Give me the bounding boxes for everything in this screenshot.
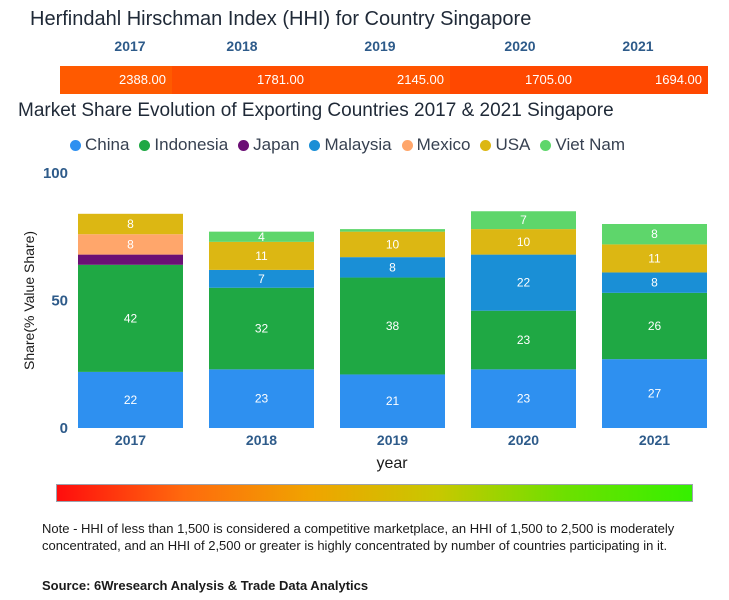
legend-label: Mexico: [416, 135, 471, 154]
bar-segment: [471, 211, 576, 230]
bar-segment: [209, 231, 314, 242]
bar-segment: [602, 272, 707, 293]
bar-segment: [602, 244, 707, 273]
hhi-cell: 1781.00: [172, 66, 310, 94]
bar-segment: [340, 257, 445, 278]
data-label: 8: [651, 276, 658, 290]
data-label: 21: [386, 394, 400, 408]
bar-segment: [340, 231, 445, 258]
x-tick-label: 2019: [377, 432, 408, 448]
hhi-cell: 2145.00: [310, 66, 450, 94]
bar-segment: [340, 229, 445, 232]
hhi-cell: 1705.00: [450, 66, 578, 94]
data-label: 38: [386, 319, 400, 333]
data-label: 10: [386, 237, 400, 251]
data-label: 22: [517, 276, 531, 290]
hhi-bar: 2388.00 1781.00 2145.00 1705.00 1694.00: [60, 66, 708, 94]
y-tick-label: 0: [60, 420, 68, 437]
hhi-year-label: 2017: [114, 38, 146, 54]
legend-item: Viet Nam: [540, 135, 625, 155]
legend-label: Viet Nam: [555, 135, 626, 154]
legend-item: Malaysia: [309, 135, 392, 155]
data-label: 4: [258, 230, 265, 244]
legend-item: China: [70, 135, 129, 155]
data-label: 8: [127, 237, 134, 251]
footnote: Note - HHI of less than 1,500 is conside…: [42, 521, 675, 553]
legend-label: USA: [495, 135, 531, 154]
bar-segment: [340, 277, 445, 375]
bar-segment: [471, 254, 576, 311]
bar-segment: [78, 254, 183, 265]
legend-item: Japan: [238, 135, 299, 155]
hhi-title: Herfindahl Hirschman Index (HHI) for Cou…: [30, 8, 532, 30]
legend-label: China: [85, 135, 130, 154]
hhi-gradient-scale: [56, 484, 693, 502]
legend-marker-icon: [70, 139, 81, 151]
bar-segment: [471, 310, 576, 370]
bar-segment: [78, 264, 183, 372]
bar-segment: [78, 371, 183, 428]
legend-marker-icon: [139, 139, 151, 151]
hhi-year-label: 2019: [364, 38, 396, 54]
data-label: 11: [255, 249, 268, 263]
data-label: 23: [517, 333, 531, 347]
data-label: 23: [255, 392, 269, 406]
bar-segment: [602, 224, 707, 245]
bar-segment: [602, 359, 707, 428]
hhi-cell: 1694.00: [578, 66, 708, 94]
chart-legend: China Indonesia Japan Malaysia Mexico US…: [70, 133, 635, 157]
y-tick-label: 50: [51, 293, 68, 310]
legend-item: Indonesia: [139, 135, 228, 155]
legend-label: Malaysia: [324, 135, 392, 154]
data-label: 11: [648, 251, 661, 265]
data-label: 27: [648, 387, 662, 401]
legend-item: USA: [480, 135, 530, 155]
stacked-bar-chart: 0 50 100 Share(% Value Share) 22 42 8 8 2017 23 32…: [21, 165, 707, 472]
bar-segment: [602, 292, 707, 360]
hhi-year-row: 2017 2018 2019 2020 2021: [60, 38, 708, 58]
bar-segment: [209, 269, 314, 288]
data-label: 23: [517, 392, 531, 406]
legend-marker-icon: [401, 139, 413, 151]
y-axis-label: Share(% Value Share): [21, 231, 37, 370]
legend-marker-icon: [540, 139, 552, 151]
bar-segment: [471, 369, 576, 428]
source-note: Source: 6Wresearch Analysis & Trade Data…: [42, 578, 369, 593]
legend-item: Mexico: [401, 135, 471, 155]
chart-title: Market Share Evolution of Exporting Coun…: [18, 100, 614, 121]
data-label: 8: [651, 227, 658, 241]
y-tick-label: 100: [43, 165, 68, 182]
hhi-year-label: 2018: [226, 38, 258, 54]
x-tick-label: 2018: [246, 432, 277, 448]
legend-marker-icon: [480, 139, 492, 151]
bar-segment: [471, 229, 576, 255]
bar-segment: [209, 241, 314, 270]
bar-segment: [78, 213, 183, 235]
bar-segment: [340, 374, 445, 428]
legend-label: Indonesia: [154, 135, 229, 154]
data-label: 42: [124, 311, 138, 325]
bar-segment: [209, 369, 314, 428]
data-label: 26: [648, 319, 662, 333]
data-label: 7: [520, 213, 527, 227]
hhi-year-label: 2021: [622, 38, 654, 54]
data-label: 8: [389, 260, 396, 274]
x-tick-label: 2020: [508, 432, 539, 448]
data-label: 22: [124, 393, 138, 407]
data-label: 7: [258, 272, 265, 286]
data-label: 8: [127, 217, 134, 231]
hhi-cell: 2388.00: [60, 66, 172, 94]
x-tick-label: 2017: [115, 432, 146, 448]
x-tick-label: 2021: [639, 432, 670, 448]
data-label: 32: [255, 322, 269, 336]
hhi-year-label: 2020: [504, 38, 536, 54]
bar-segment: [78, 234, 183, 255]
legend-marker-icon: [238, 139, 250, 151]
x-axis-label: year: [376, 455, 408, 472]
bar-segment: [209, 287, 314, 370]
data-label: 10: [517, 235, 531, 249]
legend-marker-icon: [309, 139, 321, 151]
legend-label: Japan: [253, 135, 300, 154]
